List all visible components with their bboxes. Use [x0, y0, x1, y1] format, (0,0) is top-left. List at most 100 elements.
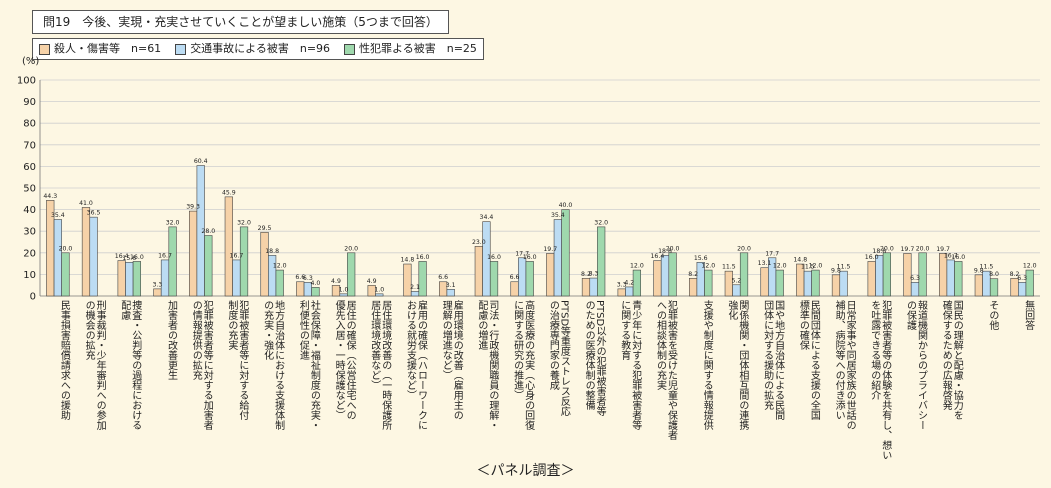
category-label-6-1: の充実・強化 [262, 300, 274, 360]
category-label-8-0: 居住の確保（公営住宅への [344, 300, 356, 420]
data-label-s1-c13: 17.7 [515, 250, 529, 257]
category-label-13-0: 高度医療の充実（心身の回復 [523, 299, 535, 431]
bar-s1-c13 [518, 257, 527, 297]
legend-label-s1: 交通事故による被害 n=96 [190, 42, 331, 55]
data-label-s0-c12: 23.0 [472, 239, 486, 246]
y-tick-label: 60 [23, 162, 36, 173]
category-label-1-0: 刑事裁判・少年審判への参加 [94, 299, 106, 430]
bar-s1-c15 [589, 277, 598, 297]
bar-s2-c27 [1025, 269, 1034, 297]
bar-s1-c2 [125, 262, 134, 297]
data-label-s2-c6: 12.0 [273, 263, 287, 270]
legend-item-s1: 交通事故による被害 n=96 [175, 39, 330, 59]
category-label-4-0: 犯罪被害者等に対する加害者 [201, 300, 213, 431]
bar-s0-c9 [367, 285, 376, 297]
category-label-21-1: 標準の確保 [797, 299, 809, 351]
bar-s1-c1 [89, 216, 98, 297]
bar-s2-c6 [275, 269, 284, 297]
category-label-22-0: 日常家事や同居家族の世話の [844, 300, 856, 430]
category-label-7-1: 利便性の促進 [297, 300, 309, 360]
legend-label-s0: 殺人・傷害等 n=61 [54, 42, 162, 55]
data-label-s2-c10: 16.0 [416, 254, 430, 261]
data-label-s2-c21: 12.0 [809, 263, 823, 270]
data-label-s0-c5: 45.9 [222, 189, 236, 196]
data-label-s1-c18: 15.6 [694, 255, 708, 262]
data-label-s1-c25: 16.7 [944, 252, 958, 259]
bar-s2-c7 [311, 287, 320, 297]
legend-swatch-s2 [344, 43, 356, 55]
data-label-s1-c4: 60.4 [194, 158, 208, 165]
legend-swatch-s1 [175, 43, 187, 55]
bar-s0-c4 [189, 210, 198, 297]
data-label-s1-c26: 11.5 [980, 264, 994, 271]
bar-s1-c14 [553, 219, 562, 297]
bar-s2-c8 [347, 252, 356, 297]
data-label-s1-c12: 34.4 [480, 214, 494, 221]
bar-s1-c21 [803, 270, 812, 297]
data-label-s0-c23: 16.0 [865, 254, 879, 261]
data-label-s0-c20: 13.1 [758, 260, 772, 267]
category-label-25-1: 確保するための広報啓発 [940, 299, 952, 411]
bar-s2-c3 [168, 226, 177, 297]
data-label-s1-c3: 16.7 [158, 252, 172, 259]
y-axis-unit-label: (%) [22, 56, 39, 67]
category-label-8-1: 優先入居・一時保護など） [333, 299, 345, 420]
category-label-12-0: 司法・行政機関職員の理解・ [487, 300, 499, 430]
bar-s0-c3 [153, 288, 162, 297]
category-label-20-1: 団体に対する援助の拡充 [762, 300, 774, 411]
data-label-s1-c20: 17.7 [765, 250, 779, 257]
bar-s2-c25 [954, 261, 963, 297]
bar-s2-c21 [811, 269, 820, 297]
bar-s0-c2 [117, 260, 126, 297]
bar-s2-c5 [239, 226, 249, 297]
category-label-2-1: 配慮 [119, 300, 131, 321]
bar-s2-c23 [882, 252, 891, 297]
category-label-11-0: 雇用環境の改善（雇用主の [451, 299, 463, 420]
data-label-s2-c14: 40.0 [559, 202, 573, 209]
category-label-9-0: 居住環境改善の（一時保護所 [380, 300, 392, 431]
data-label-s1-c8: 1.0 [339, 286, 349, 293]
data-label-s1-c22: 11.5 [837, 264, 851, 271]
data-label-s1-c14: 35.4 [551, 212, 565, 219]
y-tick-label: 70 [23, 140, 36, 151]
bar-s1-c12 [482, 221, 491, 297]
category-label-19-0: 関係機関・団体相互間の連携 [737, 300, 749, 431]
bar-s1-c25 [946, 259, 955, 297]
bar-s2-c19 [739, 252, 749, 297]
data-label-s0-c22: 9.8 [831, 267, 841, 274]
data-label-s2-c2: 16.0 [130, 254, 144, 261]
category-label-9-1: 居住環境改善など） [369, 300, 381, 390]
data-label-s0-c17: 16.4 [651, 253, 665, 260]
data-label-s0-c3: 3.3 [152, 281, 162, 288]
category-label-19-1: 強化 [726, 299, 738, 320]
bar-s2-c0 [61, 252, 70, 297]
bar-s2-c16 [632, 269, 641, 297]
data-label-s0-c6: 29.5 [258, 225, 272, 232]
bar-s0-c15 [581, 277, 591, 297]
bar-s0-c18 [689, 277, 698, 297]
category-label-13-1: に関する研究の推進） [512, 300, 524, 400]
category-label-18-0: 支援や制度に関する情報提供 [701, 300, 713, 431]
bar-s1-c16 [625, 286, 634, 297]
bar-s1-c5 [232, 259, 241, 297]
legend-item-s0: 殺人・傷害等 n=61 [39, 39, 161, 59]
bar-s0-c25 [939, 253, 948, 297]
bar-s0-c17 [653, 260, 662, 297]
category-label-26-0: その他 [987, 300, 999, 331]
data-label-s2-c16: 12.0 [630, 263, 644, 270]
data-label-s0-c15: 8.2 [581, 271, 591, 278]
bar-s2-c12 [489, 261, 499, 297]
bar-s1-c19 [732, 284, 741, 297]
data-label-s1-c9: 1.0 [374, 286, 384, 293]
category-label-27-0: 無回答 [1023, 299, 1035, 331]
bar-s0-c20 [760, 267, 769, 297]
data-label-s1-c7: 6.3 [303, 275, 313, 282]
category-label-1-1: の機会の拡充 [83, 300, 95, 361]
y-tick-label: 30 [23, 227, 36, 238]
bar-s1-c6 [268, 255, 277, 297]
category-label-23-1: を吐露できる場の紹介 [869, 300, 881, 400]
data-label-s1-c2: 15.6 [122, 255, 136, 262]
category-label-14-1: の治療専門家の養成 [547, 300, 559, 391]
chart-title: 問19 今後、実現・充実させていくことが望ましい施策（5つまで回答） [32, 10, 449, 34]
category-label-6-0: 地方自治体における支援体制 [273, 299, 285, 430]
